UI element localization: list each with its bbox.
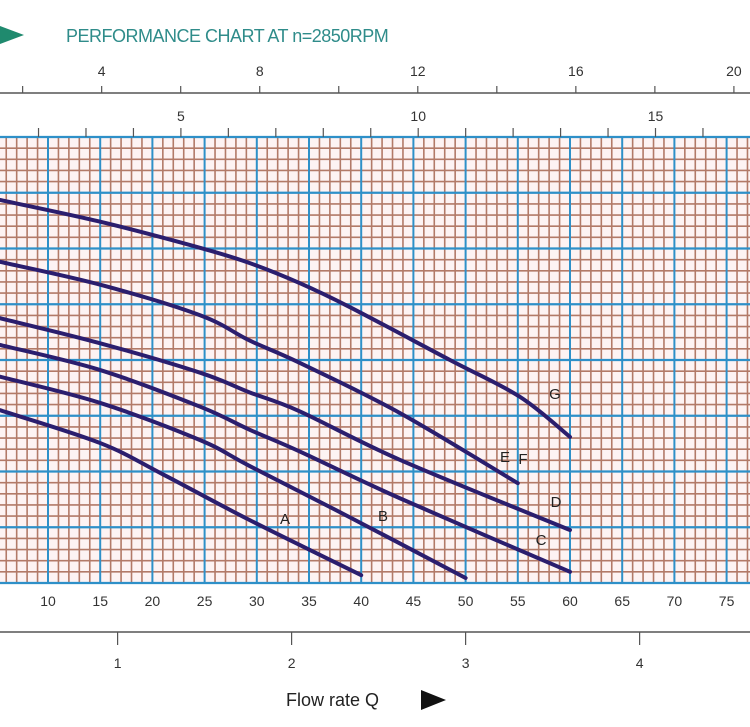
x-tick-label: 30 <box>249 593 265 609</box>
x-tick-label: 60 <box>562 593 578 609</box>
top-axis-tick-label: 8 <box>256 63 264 79</box>
inner-top-axis-tick-label: 15 <box>648 108 664 124</box>
inner-top-axis-tick-label: 10 <box>410 108 426 124</box>
top-axis-tick-label: 20 <box>726 63 742 79</box>
x-axis-title-group: Flow rate Q <box>286 690 446 710</box>
bottom-axis-tick-label: 1 <box>114 655 122 671</box>
curve-label-d: D <box>551 494 562 511</box>
x-tick-label: 20 <box>145 593 161 609</box>
x-axis-title: Flow rate Q <box>286 690 379 710</box>
x-tick-label: 50 <box>458 593 474 609</box>
curve-d <box>0 316 572 533</box>
x-tick-label: 40 <box>353 593 369 609</box>
axes: 5101520253035404550556065707548121620510… <box>0 63 750 671</box>
curve-b <box>0 374 468 580</box>
curve-labels: G E F D C B A <box>280 386 562 549</box>
top-axis-tick-label: 4 <box>98 63 106 79</box>
curve-label-c: C <box>536 532 547 549</box>
x-tick-label: 35 <box>301 593 317 609</box>
x-tick-label: 15 <box>92 593 108 609</box>
flow-arrow-icon <box>421 690 446 710</box>
curve-label-b: B <box>378 508 388 525</box>
curves <box>0 198 572 580</box>
curve-a <box>0 408 364 578</box>
x-tick-label: 55 <box>510 593 526 609</box>
curve-g <box>0 198 572 439</box>
top-axis-tick-label: 12 <box>410 63 426 79</box>
curve-label-g: G <box>549 386 561 403</box>
chart-title-group: PERFORMANCE CHART AT n=2850RPM <box>0 26 389 46</box>
chart-title: PERFORMANCE CHART AT n=2850RPM <box>66 26 388 46</box>
bottom-axis-tick-label: 3 <box>462 655 470 671</box>
x-tick-label: 25 <box>197 593 213 609</box>
top-axis-tick-label: 16 <box>568 63 584 79</box>
curve-label-a: A <box>280 511 290 528</box>
x-tick-label: 65 <box>614 593 630 609</box>
curve-c <box>0 342 572 574</box>
curve-label-f: F <box>518 451 527 468</box>
inner-top-axis-tick-label: 5 <box>177 108 185 124</box>
x-tick-label: 45 <box>406 593 422 609</box>
curve-label-e: E <box>500 449 510 466</box>
grid <box>0 135 750 585</box>
x-tick-label: 75 <box>719 593 735 609</box>
curve-ef <box>0 259 520 486</box>
x-tick-label: 10 <box>40 593 56 609</box>
bottom-axis-tick-label: 2 <box>288 655 296 671</box>
x-tick-label: 70 <box>667 593 683 609</box>
title-arrow-icon <box>0 26 24 44</box>
bottom-axis-tick-label: 4 <box>636 655 644 671</box>
